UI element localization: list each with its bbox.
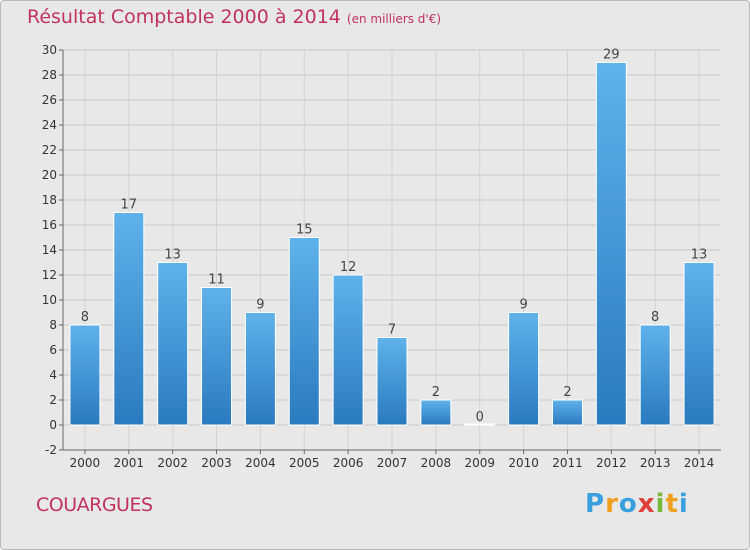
x-tick-label: 2002	[157, 456, 188, 470]
bar	[288, 237, 320, 426]
bar	[244, 312, 276, 426]
logo-letter: x	[637, 489, 656, 519]
chart-subtitle: (en milliers d'€)	[346, 12, 442, 26]
y-tick-label: 4	[49, 368, 57, 382]
label-layer: 8 17 13 11 9 15 12 7 2 0 9 2 29 8 13	[81, 48, 708, 426]
bar-value-label: 13	[164, 248, 181, 263]
bar	[639, 324, 671, 426]
bar	[420, 399, 452, 426]
bar-value-label: 12	[340, 260, 357, 275]
bar	[201, 287, 233, 426]
x-tick-label: 2014	[684, 456, 715, 470]
y-tick-label: 8	[49, 318, 57, 332]
bar-value-label: 11	[208, 273, 225, 288]
y-tick-label: 16	[42, 218, 57, 232]
bar	[376, 337, 408, 426]
x-tick-label: 2004	[245, 456, 276, 470]
chart-title-text: Résultat Comptable 2000 à 2014	[27, 6, 341, 28]
bar	[464, 423, 496, 426]
y-tick-label: 24	[42, 118, 57, 132]
y-tick-label: 10	[42, 293, 57, 307]
bar-value-label: 17	[121, 198, 138, 213]
bar	[683, 262, 715, 426]
x-tick-label: 2008	[421, 456, 452, 470]
y-tick-label: 2	[49, 393, 57, 407]
x-tick-label: 2012	[596, 456, 627, 470]
bar	[508, 312, 540, 426]
logo-letter: i	[655, 489, 666, 519]
bar-value-label: 13	[691, 248, 708, 263]
logo-letter: P	[585, 489, 606, 519]
x-tick-label: 2005	[289, 456, 320, 470]
bar	[157, 262, 189, 426]
logo-letter: o	[618, 489, 638, 519]
x-tick-label: 2003	[201, 456, 232, 470]
commune-name: COUARGUES	[36, 494, 153, 516]
x-tick-label: 2011	[552, 456, 583, 470]
y-tick-label: 6	[49, 343, 57, 357]
bar-layer	[69, 62, 715, 426]
bar-value-label: 7	[388, 323, 396, 338]
y-tick-label: 30	[42, 43, 57, 57]
y-tick-label: 18	[42, 193, 57, 207]
bar	[595, 62, 627, 426]
bar-value-label: 0	[476, 410, 484, 425]
y-tick-label: 28	[42, 68, 57, 82]
bar-value-label: 9	[519, 298, 527, 313]
x-tick-label: 2000	[70, 456, 101, 470]
y-tick-label: -2	[45, 443, 57, 457]
logo-letter: i	[678, 489, 689, 519]
logo-letter: r	[605, 489, 619, 519]
x-tick-label: 2006	[333, 456, 364, 470]
y-tick-label: 12	[42, 268, 57, 282]
bar-value-label: 15	[296, 223, 313, 238]
x-tick-label: 2013	[640, 456, 671, 470]
x-tick-label: 2010	[508, 456, 539, 470]
bar	[113, 212, 145, 426]
bar-value-label: 8	[651, 310, 659, 325]
proxiti-logo: Proxiti	[585, 489, 689, 519]
y-tick-label: 20	[42, 168, 57, 182]
bar	[69, 324, 101, 426]
bar	[332, 274, 364, 426]
y-tick-label: 22	[42, 143, 57, 157]
chart-title: Résultat Comptable 2000 à 2014 (en millie…	[27, 6, 441, 28]
bar-value-label: 2	[432, 385, 440, 400]
bar-value-label: 29	[603, 48, 620, 63]
bar-value-label: 8	[81, 310, 89, 325]
x-tick-label: 2007	[377, 456, 408, 470]
bar-value-label: 9	[256, 298, 264, 313]
bar-value-label: 2	[563, 385, 571, 400]
bar	[551, 399, 583, 426]
y-tick-label: 0	[49, 418, 57, 432]
x-tick-label: 2009	[464, 456, 495, 470]
y-tick-label: 14	[42, 243, 57, 257]
y-tick-label: 26	[42, 93, 57, 107]
x-tick-label: 2001	[114, 456, 145, 470]
logo-letter: t	[665, 489, 679, 519]
